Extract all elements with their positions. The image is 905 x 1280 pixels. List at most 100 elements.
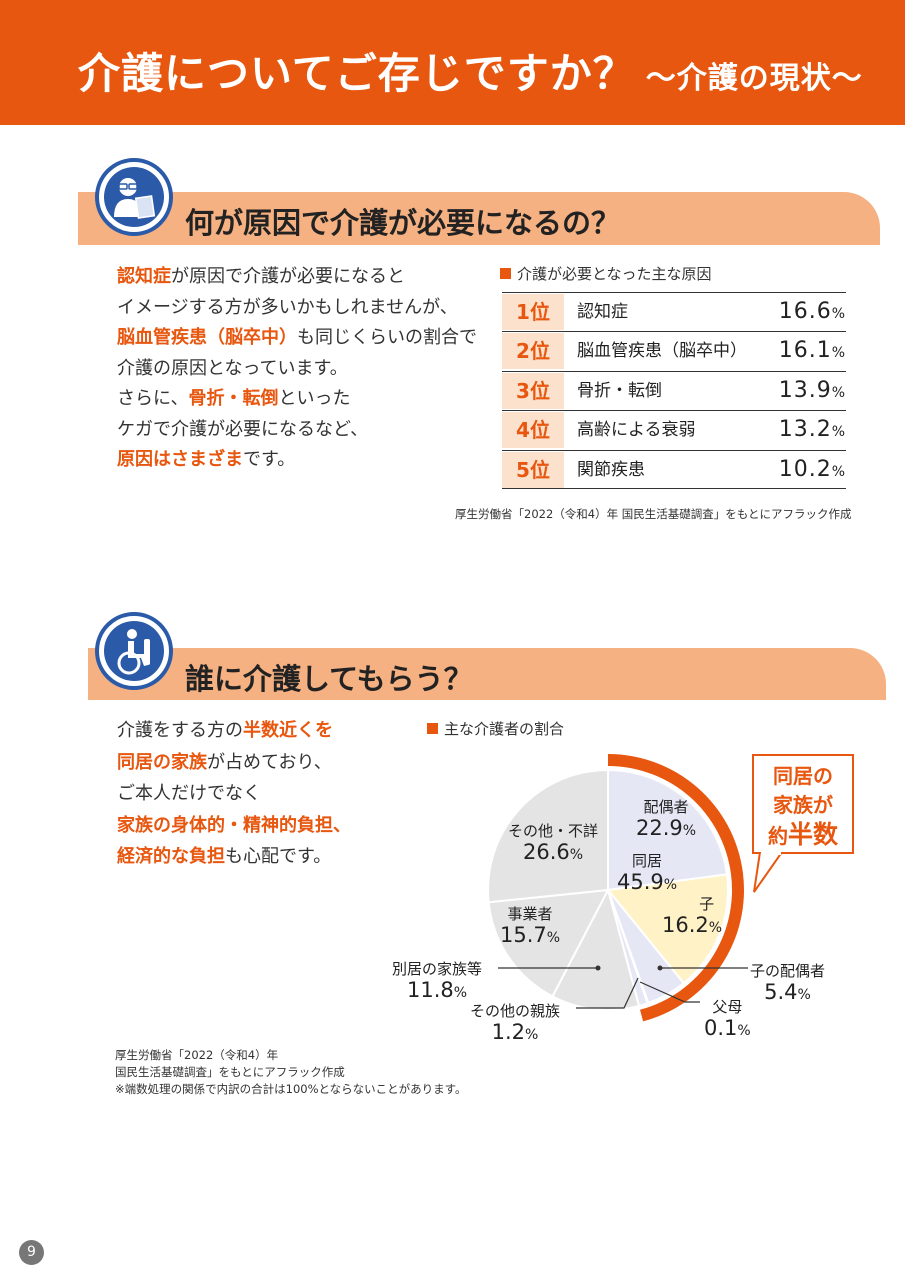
pie-label-value: 22.9% xyxy=(636,816,696,843)
pie-label-provider: 事業者 15.7% xyxy=(500,905,560,950)
section1-text-line: ケガで介護が必要になるなど、 xyxy=(117,415,477,446)
pie-label-value: 0.1% xyxy=(704,1016,751,1043)
caregiver-pie-chart xyxy=(487,754,748,1022)
pie-value-unit: % xyxy=(682,823,697,839)
pie-value-number: 5.4 xyxy=(764,980,798,1004)
highlight-text: 家族の身体的・精神的負担、 xyxy=(117,814,351,836)
body-text-segment: 介護をする方の xyxy=(117,720,243,741)
page-title: 介護についてご存じですか？ ～介護の現状～ xyxy=(78,40,863,101)
section1-title: 何が原因で介護が必要になるの？ xyxy=(185,206,621,240)
ranking-table: 1位 認知症 16.6% 2位 脳血管疾患（脳卒中） 16.1% 3位 骨折・転倒 13.9% 4… xyxy=(502,292,846,489)
square-bullet-icon xyxy=(500,268,511,279)
pie-label-child: 子 16.2% xyxy=(662,895,722,940)
pie-label-name: 配偶者 xyxy=(643,798,689,816)
pie-label-name: 事業者 xyxy=(507,905,553,923)
body-text-segment: です。 xyxy=(243,449,296,470)
body-text-segment: ご本人だけでなく xyxy=(117,783,261,804)
table-row: 1位 認知症 16.6% xyxy=(502,292,846,331)
pie-value-number: 22.9 xyxy=(636,816,683,840)
pie-value-unit: % xyxy=(797,987,811,1003)
highlight-text: 原因はさまざま xyxy=(117,449,243,470)
highlight-text: 経済的な負担 xyxy=(117,846,225,867)
rank-value: 16.1% xyxy=(779,332,846,372)
pie-label-name: 同居 xyxy=(632,852,663,870)
body-text-segment: が占めており、 xyxy=(207,751,332,773)
source-line: 厚生労働省「2022（令和4）年 xyxy=(115,1048,279,1062)
callout-line2: 家族が xyxy=(773,793,833,817)
pie-label-value: 5.4% xyxy=(750,980,825,1007)
callout-tail xyxy=(753,852,784,893)
section2-text-line: 介護をする方の半数近くを xyxy=(117,715,351,747)
section2-text-line: 家族の身体的・精神的負担、 xyxy=(117,810,351,842)
highlight-text: 骨折・転倒 xyxy=(188,388,279,409)
pie-slice xyxy=(606,873,729,985)
pie-value-unit: % xyxy=(525,1027,539,1043)
page-header: 介護についてご存じですか？ ～介護の現状～ xyxy=(0,0,905,125)
table-row: 4位 高齢による衰弱 13.2% xyxy=(502,410,846,449)
callout-line3-small: 約 xyxy=(767,824,788,848)
section1-source: 厚生労働省「2022（令和4）年 国民生活基礎調査」をもとにアフラック作成 xyxy=(455,507,852,521)
pie-label-value: 45.9% xyxy=(617,870,677,897)
table-row: 3位 骨折・転倒 13.9% xyxy=(502,370,846,412)
rank-value-unit: % xyxy=(831,463,846,480)
pie-value-number: 45.9 xyxy=(617,870,664,894)
rank-value-unit: % xyxy=(831,424,846,441)
pie-label-value: 16.2% xyxy=(662,913,722,940)
rank-badge: 5位 xyxy=(502,451,564,488)
pie-label-separate-family: 別居の家族等 11.8% xyxy=(392,960,482,1005)
section1-text-line: さらに、骨折・転倒といった xyxy=(117,384,477,415)
pie-label-spouse: 配偶者 22.9% xyxy=(636,798,696,843)
section2-text-line: 同居の家族が占めており、 xyxy=(117,747,351,779)
ranking-table-title-text: 介護が必要となった主な原因 xyxy=(517,265,712,283)
pie-label-name: 別居の家族等 xyxy=(392,960,483,978)
rank-value: 13.9% xyxy=(779,372,846,412)
rank-label: 高齢による衰弱 xyxy=(577,420,696,441)
square-bullet-icon xyxy=(427,723,438,734)
pie-value-unit: % xyxy=(663,877,678,893)
page-title-text: 介護についてご存じですか？ xyxy=(78,49,636,98)
cohabiting-callout: 同居の 家族が 約半数 xyxy=(752,754,854,854)
page-subtitle: ～介護の現状～ xyxy=(645,61,863,96)
source-line: ※端数処理の関係で内訳の合計は100%とならないことがあります。 xyxy=(115,1082,467,1096)
rank-value-number: 13.2 xyxy=(778,417,832,443)
pie-value-number: 1.2 xyxy=(491,1020,526,1044)
rank-label: 骨折・転倒 xyxy=(577,380,662,401)
section2-text-line: 経済的な負担も心配です。 xyxy=(117,841,351,873)
leader-line xyxy=(576,977,639,1009)
rank-label: 関節疾患 xyxy=(577,459,645,480)
pie-value-unit: % xyxy=(737,1023,751,1039)
pie-label-value: 15.7% xyxy=(500,923,560,950)
body-text-segment: が原因で介護が必要になると xyxy=(171,266,405,287)
pie-label-value: 26.6% xyxy=(508,840,598,867)
body-text-segment: も同じくらいの割合で xyxy=(297,327,477,348)
pie-value-unit: % xyxy=(569,847,584,863)
pie-label-other-relatives: その他の親族 1.2% xyxy=(470,1002,560,1047)
rank-value-number: 10.2 xyxy=(778,456,832,482)
rank-value-unit: % xyxy=(831,384,846,401)
pie-value-unit: % xyxy=(546,930,561,946)
highlight-text: 半数近くを xyxy=(243,720,333,741)
pie-slice xyxy=(607,768,729,892)
leader-dot xyxy=(657,965,663,971)
page-number: 9 xyxy=(19,1240,44,1265)
pie-label-child-spouse: 子の配偶者 5.4% xyxy=(750,962,825,1007)
body-text-segment: も心配です。 xyxy=(225,846,332,867)
pie-value-number: 16.2 xyxy=(662,913,709,937)
rank-value: 16.6% xyxy=(779,293,846,333)
rank-value-unit: % xyxy=(831,306,846,322)
pie-label-value: 11.8% xyxy=(392,978,482,1005)
pie-label-cohabiting: 同居 45.9% xyxy=(617,852,677,897)
rank-value-number: 16.1 xyxy=(778,338,832,364)
section2-title-band xyxy=(88,648,886,700)
callout-line1: 同居の xyxy=(773,764,833,788)
callout-line3-big: 半数 xyxy=(787,820,838,849)
rank-value: 10.2% xyxy=(779,451,846,491)
rank-value-number: 13.9 xyxy=(778,377,832,403)
pie-value-unit: % xyxy=(708,920,723,936)
rank-value-unit: % xyxy=(831,345,846,362)
pie-value-number: 0.1 xyxy=(704,1016,738,1040)
section2-body-text: 介護をする方の半数近くを 同居の家族が占めており、 ご本人だけでなく 家族の身体的・精… xyxy=(117,715,351,873)
highlight-text: 脳血管疾患（脳卒中） xyxy=(117,327,297,348)
rank-badge: 4位 xyxy=(502,412,564,449)
section1-text-line: 原因はさまざまです。 xyxy=(117,445,477,476)
